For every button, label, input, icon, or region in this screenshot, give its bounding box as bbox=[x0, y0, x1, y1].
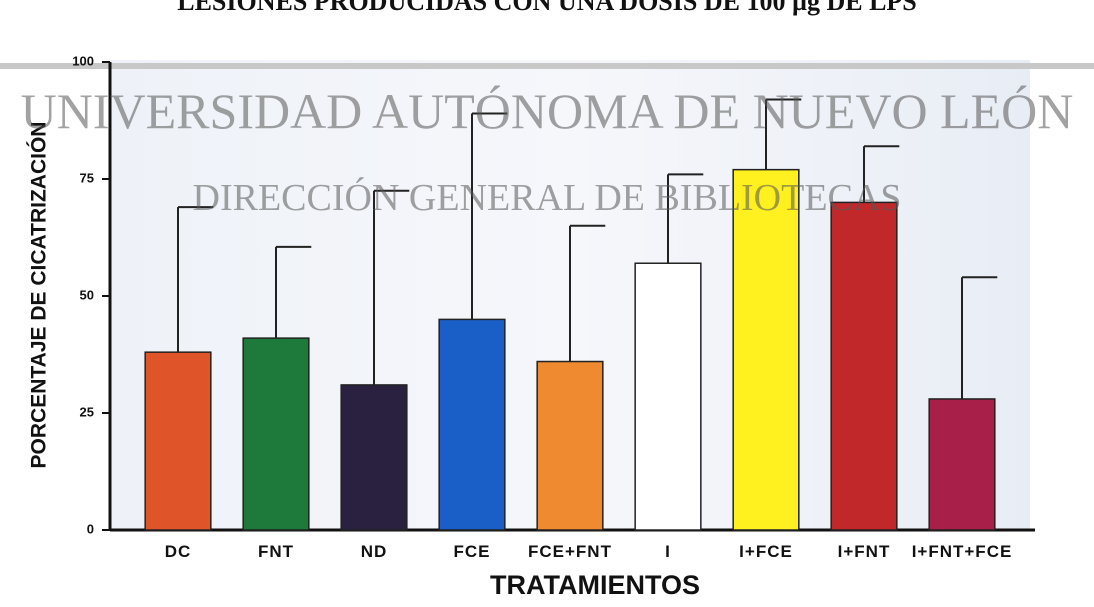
bar bbox=[634, 262, 702, 531]
bar bbox=[830, 201, 898, 531]
x-tick-label: I+FNT bbox=[838, 542, 891, 561]
bar bbox=[928, 398, 996, 531]
chart-title: LESIONES PRODUCIDAS CON UNA DOSIS DE 100… bbox=[177, 0, 917, 16]
x-tick-label: I+FNT+FCE bbox=[912, 542, 1013, 561]
bar bbox=[732, 168, 800, 531]
bar bbox=[144, 351, 212, 531]
x-tick-label: DC bbox=[165, 542, 192, 561]
watermark: DIRECCIÓN GENERAL DE BIBLIOTECAS bbox=[193, 177, 902, 219]
x-axis-label: TRATAMIENTOS bbox=[490, 570, 700, 600]
y-tick-label: 75 bbox=[80, 170, 94, 185]
y-tick-label: 25 bbox=[80, 404, 94, 419]
bar bbox=[242, 337, 310, 531]
x-tick-label: I bbox=[665, 542, 671, 561]
x-tick-label: FCE bbox=[454, 542, 491, 561]
bar bbox=[536, 360, 604, 531]
x-tick-label: ND bbox=[361, 542, 388, 561]
watermark: UNIVERSIDAD AUTÓNOMA DE NUEVO LEÓN bbox=[21, 83, 1074, 139]
x-tick-label: I+FCE bbox=[739, 542, 793, 561]
x-tick-label: FNT bbox=[258, 542, 294, 561]
x-tick-label: FCE+FNT bbox=[528, 542, 612, 561]
bar bbox=[438, 318, 506, 531]
bar bbox=[340, 384, 408, 531]
y-tick-label: 50 bbox=[80, 287, 94, 302]
y-tick-label: 0 bbox=[87, 521, 94, 536]
y-axis-label: PORCENTAJE DE CICATRIZACIÓN bbox=[27, 122, 51, 469]
y-tick-label: 100 bbox=[72, 53, 94, 68]
